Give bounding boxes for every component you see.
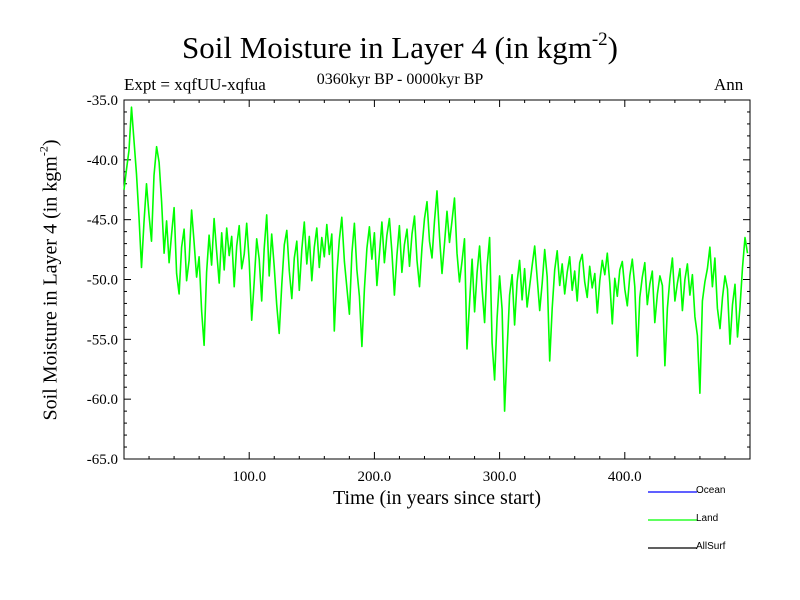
- x-tick-label: 400.0: [608, 469, 642, 485]
- y-tick-label: -60.0: [87, 392, 118, 408]
- x-tick-label: 200.0: [358, 469, 392, 485]
- chart-title: Soil Moisture in Layer 4 (in kgm-2): [182, 28, 618, 65]
- legend-label-ocean: Ocean: [696, 485, 726, 496]
- plot-frame: [123, 99, 751, 460]
- y-tick-label: -35.0: [87, 93, 118, 109]
- y-tick-label: -40.0: [87, 153, 118, 169]
- legend-label-land: Land: [696, 513, 719, 524]
- series-line-land: [123, 106, 749, 412]
- experiment-label: Expt = xqfUU-xqfua: [124, 75, 266, 94]
- x-tick-label: 100.0: [232, 469, 266, 485]
- legend-label-allsurf: AllSurf: [696, 541, 726, 552]
- y-tick-label: -50.0: [87, 273, 118, 289]
- y-tick-label: -45.0: [87, 213, 118, 229]
- x-tick-label: 300.0: [483, 469, 517, 485]
- y-tick-label: -65.0: [87, 452, 118, 468]
- x-axis-label: Time (in years since start): [332, 487, 542, 509]
- period-label: 0360kyr BP - 0000kyr BP: [316, 71, 484, 88]
- y-tick-label: -55.0: [87, 332, 118, 348]
- season-label: Ann: [714, 75, 744, 94]
